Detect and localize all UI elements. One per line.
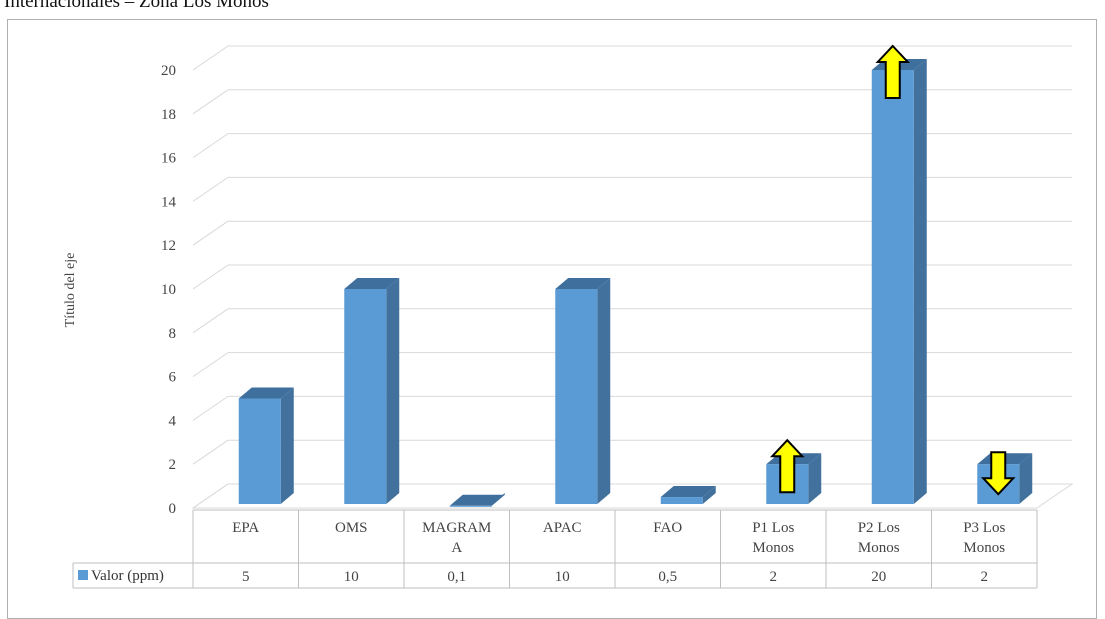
- x-category-label: Monos: [858, 540, 900, 556]
- y-tick-label: 2: [169, 457, 177, 473]
- bar-chart: 0 2 4 6 8 10 12 14 16 18 20 EPA 5 OMS 10 MAGRAM A 0,1 APA…: [63, 44, 1074, 589]
- bar-side: [597, 278, 611, 504]
- x-category-label: Monos: [752, 540, 794, 556]
- bar-1: [344, 278, 400, 504]
- gridline-depth: [192, 45, 229, 71]
- arrows: [769, 44, 1016, 496]
- bar-top: [449, 494, 505, 506]
- floor-plane: [191, 483, 1074, 509]
- bar-side: [386, 278, 400, 504]
- data-table-value: 20: [871, 569, 886, 585]
- bar-2: [449, 493, 505, 507]
- gridline-depth: [192, 176, 229, 202]
- x-category-label: P3 Los: [963, 520, 1005, 536]
- bar-front: [449, 505, 492, 507]
- data-table-value: 5: [242, 569, 250, 585]
- bar-side: [808, 453, 822, 504]
- bar-front: [238, 398, 281, 504]
- data-table-value: 0,5: [658, 569, 677, 585]
- bar-side: [702, 486, 716, 504]
- y-tick-label: 20: [161, 63, 176, 79]
- gridline-depth: [192, 395, 229, 421]
- bar-3: [555, 278, 611, 504]
- bars: [238, 59, 1033, 507]
- gridline-depth: [192, 133, 229, 159]
- bar-top: [344, 278, 400, 289]
- data-table-value: 2: [770, 569, 778, 585]
- x-category-label: OMS: [335, 520, 368, 536]
- arrow-up-icon: [769, 438, 805, 494]
- x-category-label: A: [451, 540, 462, 556]
- x-category-label: MAGRAM: [422, 520, 491, 536]
- page-heading: Internacionales – Zona Los Monos: [4, 0, 269, 12]
- gridline-depth: [192, 352, 229, 378]
- bar-4: [660, 486, 716, 504]
- gridline-depth: [192, 439, 229, 465]
- bar-front: [871, 70, 914, 504]
- arrow-down-icon: [980, 451, 1016, 496]
- arrow-up-icon: [875, 44, 911, 99]
- bar-top: [660, 486, 716, 498]
- x-category-label: P1 Los: [752, 520, 794, 536]
- gridline-depth: [192, 308, 229, 334]
- y-tick-label: 12: [161, 238, 176, 254]
- bar-top: [238, 387, 294, 399]
- x-category-label: Monos: [963, 540, 1005, 556]
- y-axis-title: Título del eje: [63, 253, 78, 328]
- y-axis-ticks: 0 2 4 6 8 10 12 14 16 18 20: [161, 63, 177, 517]
- legend-series-name: Valor (ppm): [91, 568, 164, 584]
- y-tick-label: 4: [169, 413, 177, 429]
- gridline-depth: [192, 483, 229, 509]
- bar-0: [238, 387, 294, 504]
- bar-6: [871, 59, 927, 504]
- bar-front: [344, 289, 387, 504]
- x-category-label: EPA: [232, 520, 259, 536]
- gridline-depth: [192, 264, 229, 290]
- data-table-value: 2: [981, 569, 989, 585]
- data-table-value: 10: [344, 569, 359, 585]
- bar-front: [660, 497, 703, 504]
- bar-top: [555, 278, 611, 289]
- y-tick-label: 14: [161, 194, 177, 210]
- data-table-value: 0,1: [447, 569, 466, 585]
- data-table-value: 10: [555, 569, 570, 585]
- x-category-label: FAO: [653, 520, 682, 536]
- gridline-depth: [192, 220, 229, 246]
- data-table: EPA 5 OMS 10 MAGRAM A 0,1 APAC 10 FAO 0,5 P1 Los Mon…: [72, 509, 1038, 589]
- y-tick-label: 6: [169, 370, 177, 386]
- y-tick-label: 10: [161, 282, 176, 298]
- gridlines: [191, 45, 1074, 509]
- bar-side: [1019, 453, 1033, 504]
- bar-front: [555, 289, 598, 504]
- gridline-depth: [192, 89, 229, 115]
- y-tick-label: 16: [161, 151, 177, 167]
- y-tick-label: 0: [169, 501, 177, 517]
- x-category-label: P2 Los: [858, 520, 900, 536]
- y-tick-label: 18: [161, 107, 176, 123]
- bar-side: [913, 59, 927, 504]
- x-category-label: APAC: [543, 520, 582, 536]
- bar-side: [280, 387, 294, 504]
- y-tick-label: 8: [169, 326, 177, 342]
- legend-swatch: [78, 570, 88, 580]
